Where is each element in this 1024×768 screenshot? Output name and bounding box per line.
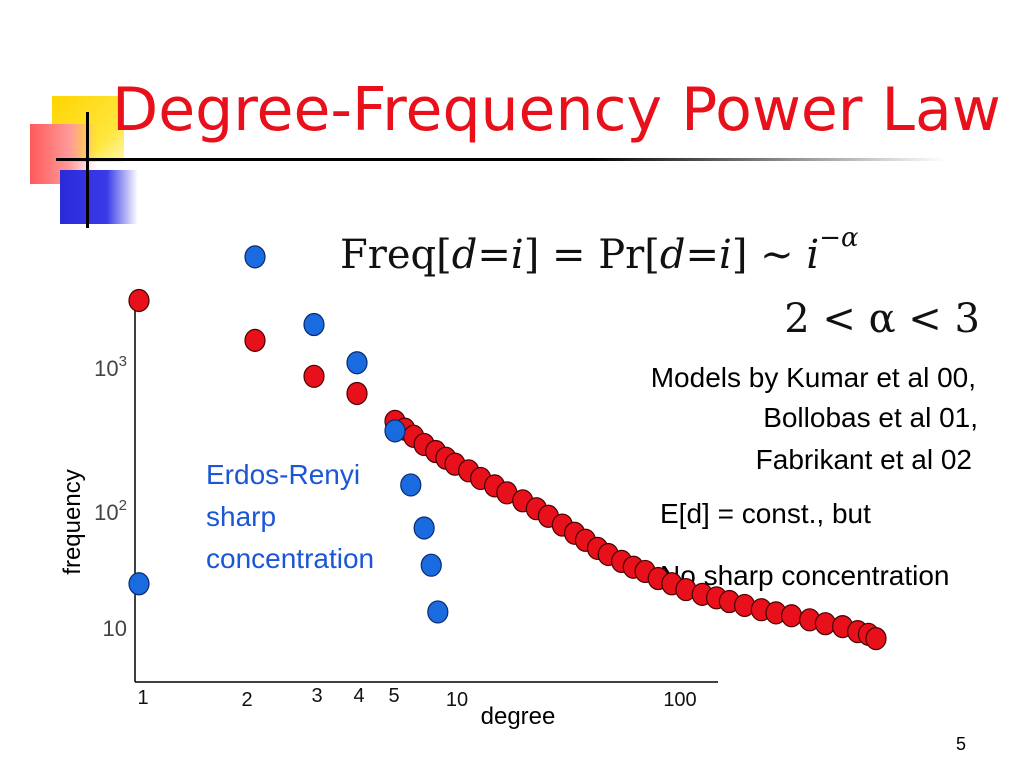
power-law-point	[244, 328, 266, 352]
erdos-renyi-point	[244, 245, 266, 269]
erdos-renyi-label: Erdos-Renyi sharp concentration	[206, 454, 374, 580]
formula-d: d	[451, 232, 478, 278]
er-label-line-1: Erdos-Renyi	[206, 459, 361, 490]
power-law-point	[128, 288, 150, 313]
models-line-2: Bollobas et al 01,	[763, 402, 978, 433]
erdos-renyi-point	[384, 419, 406, 443]
decor-blue-square	[60, 170, 138, 224]
formula-i3: i	[806, 232, 820, 278]
power-law-point	[346, 381, 368, 406]
slide-title: Degree-Frequency Power Law	[112, 75, 1001, 145]
erdos-renyi-point	[400, 473, 422, 497]
x-tick-label: 5	[388, 685, 399, 707]
title-rule	[56, 158, 946, 161]
y-tick-labels: 103 102 10	[94, 353, 127, 641]
erdos-renyi-point	[303, 312, 325, 337]
formula-freq: Freq	[340, 232, 437, 278]
power-law-point	[865, 627, 887, 651]
power-law-point	[303, 364, 325, 388]
data-points	[128, 245, 887, 651]
x-tick-label: 3	[311, 685, 322, 707]
x-tick-label: 10	[446, 689, 468, 711]
formula-i2: i	[719, 232, 732, 278]
er-label-line-2: sharp	[206, 501, 277, 532]
alpha-constraint: 2 < α < 3	[784, 296, 980, 342]
formula-i: i	[510, 232, 524, 278]
er-label-line-3: concentration	[206, 543, 375, 574]
y-tick-label: 103	[94, 353, 127, 381]
x-tick-label: 2	[241, 689, 252, 711]
erdos-renyi-point	[346, 351, 368, 375]
expected-degree-line: E[d] = const., but	[660, 498, 871, 529]
formula-d2: d	[659, 232, 686, 278]
models-line-3: Fabrikant et al 02	[755, 444, 972, 475]
slide-number: 5	[955, 734, 966, 754]
power-law-point	[780, 604, 803, 628]
power-law-formula: Freq[d=i] = Pr[d=i] ∼ i−α	[340, 223, 859, 278]
erdos-renyi-point	[420, 553, 442, 577]
models-line-1: Models by Kumar et al 00,	[650, 362, 976, 393]
erdos-renyi-point	[413, 516, 435, 540]
x-tick-labels: 1 2 3 4 5 10 100	[137, 685, 696, 711]
x-axis-title: degree	[481, 703, 556, 730]
x-tick-label: 1	[137, 687, 148, 709]
y-tick-label: 10	[103, 616, 127, 641]
x-tick-label: 100	[663, 689, 696, 711]
erdos-renyi-point	[128, 572, 150, 596]
y-axis-title: frequency	[59, 469, 86, 574]
formula-exponent: −α	[819, 223, 859, 253]
y-tick-label: 102	[94, 497, 127, 525]
erdos-renyi-point	[427, 600, 449, 624]
formula-pr: Pr	[598, 232, 645, 278]
decor-vertical-line	[86, 112, 89, 228]
x-tick-label: 4	[353, 685, 364, 707]
